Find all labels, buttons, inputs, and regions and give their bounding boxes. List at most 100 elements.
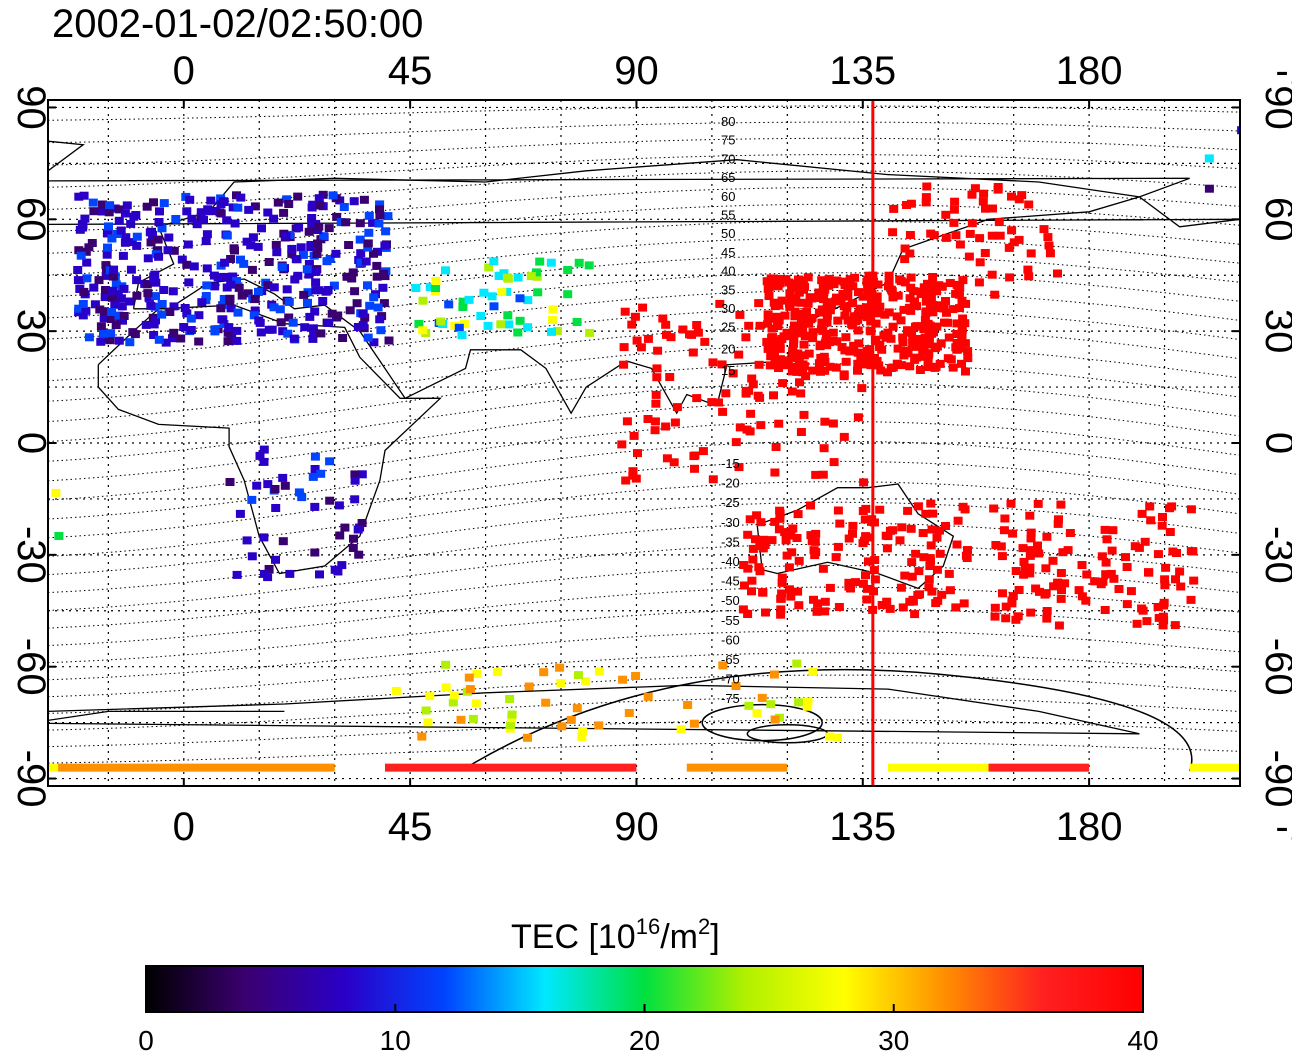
tec-cell [769,670,779,679]
tec-cell [875,340,885,349]
tec-cell [185,195,195,204]
tec-cell [952,540,962,549]
tec-cell [110,300,120,309]
tec-cell [89,283,99,292]
tec-cell [526,272,536,281]
tec-cell [774,301,784,310]
tec-cell [624,709,634,717]
tec-cell [280,481,290,490]
tec-cell [1189,576,1199,585]
tec-cell [845,347,855,356]
tec-cell [756,421,766,430]
tec-cell [206,196,216,205]
tec-cell [216,209,226,218]
tec-cell [95,305,105,314]
tec-cell [744,701,754,710]
y-tick-label: -30 [1257,526,1292,584]
tec-cell [146,301,156,310]
tec-cell [132,291,142,300]
tec-cell [718,407,728,416]
tec-cell [572,704,582,713]
y-tick-label: 60 [9,197,53,242]
tec-cell [825,583,835,592]
tec-cell [449,691,459,700]
tec-cell [1014,235,1024,244]
tec-cell [799,351,809,360]
y-tick-label: -90 [1257,750,1292,808]
tec-cell [1170,621,1180,630]
tec-cell [182,207,192,216]
tec-cell [832,293,841,302]
tec-cell [1101,558,1111,567]
tec-cell [802,702,812,711]
tec-cell [1077,592,1087,601]
tec-cell [848,521,858,530]
tec-cell [636,343,646,352]
tec-cell [908,595,918,604]
contour-label: -55 [721,613,740,628]
colorbar-tick-label: 20 [629,1025,660,1056]
y-tick-label: -60 [9,638,53,696]
tec-cell [169,328,179,337]
tec-cell [88,198,98,207]
tec-cell [350,287,360,296]
tec-cell [289,334,299,343]
tec-cell [182,260,192,269]
tec-cell [744,321,754,330]
map-timestamp-title: 2002-01-02/02:50:00 [52,2,423,46]
tec-cell [775,279,785,288]
tec-cell [936,339,946,348]
tec-cell [843,291,853,300]
tec-cell [1033,541,1042,550]
contour-line [48,137,1240,166]
tec-cell [325,457,335,466]
tec-cell [904,327,914,336]
tec-cell [202,230,212,239]
tec-cell [924,339,934,348]
contour-line [48,187,1240,232]
tec-cell [1237,126,1240,135]
tec-cell [459,320,469,329]
tec-cell [120,209,130,218]
tec-cell [277,262,287,271]
tec-cell [363,243,373,252]
tec-cell [263,208,273,217]
x-tick-label: 0 [173,805,195,849]
tec-cell [234,283,244,292]
tec-cell [728,369,738,378]
tec-cell [661,320,671,329]
tec-cell [126,219,136,228]
tec-cell [338,334,348,342]
tec-cell [896,361,906,370]
tec-cell [767,536,777,545]
tec-cell [907,558,917,567]
x-tick-label: 135 [829,49,896,93]
tec-cell [1007,226,1017,235]
y-tick-label: 90 [9,85,53,129]
tec-cell [808,334,818,343]
tec-cell [1188,547,1198,556]
tec-cell [801,372,811,381]
tec-cell [157,310,167,319]
tec-cell [774,363,784,372]
tec-cell [222,216,232,225]
tec-cell [232,570,242,579]
tec-cell [731,682,741,690]
tec-cell [308,334,318,343]
tec-cell [803,299,813,308]
tec-band [686,763,788,772]
tec-cell [870,556,880,564]
tec-cell [242,237,252,246]
tec-cell [556,679,566,688]
tec-cell [906,306,916,315]
tec-cell [159,286,169,294]
tec-cell [369,249,378,258]
tec-cell [921,309,931,318]
tec-cell [355,219,365,228]
tec-cell [278,537,288,546]
tec-cell [1011,615,1021,624]
tec-cell [817,305,827,314]
contour-line [48,630,1240,681]
tec-cell [425,283,435,292]
